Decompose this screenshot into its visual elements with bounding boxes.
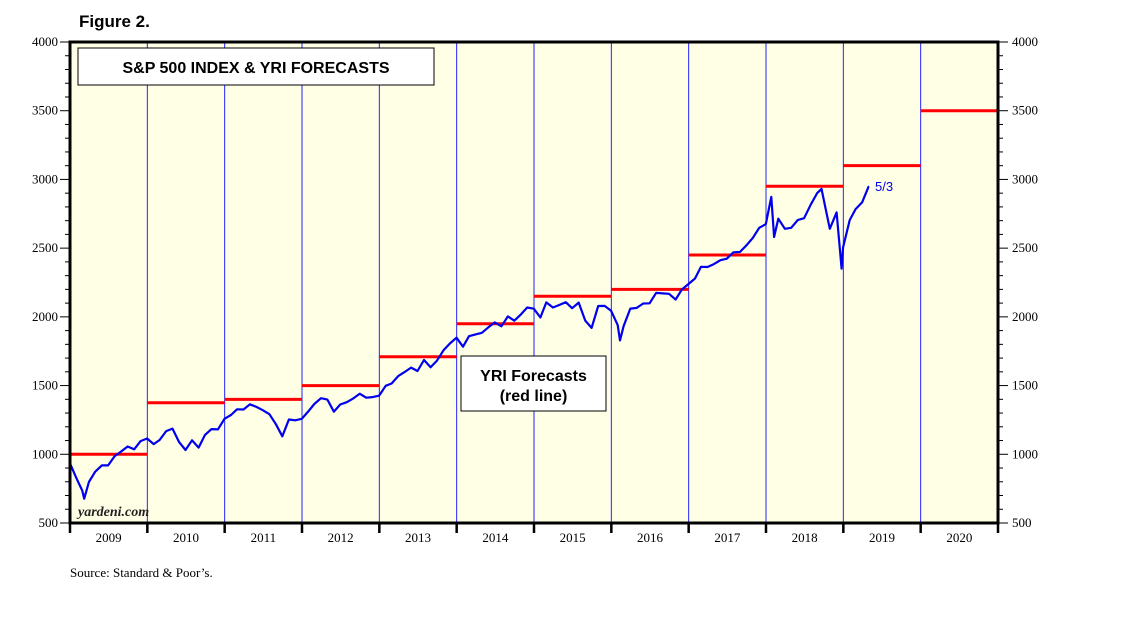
end-date-label: 5/3: [875, 179, 893, 194]
x-tick-label: 2016: [637, 530, 664, 545]
left-y-tick-label: 3500: [32, 103, 58, 118]
figure-label: Figure 2.: [79, 12, 150, 31]
left-y-tick-label: 4000: [32, 34, 58, 49]
right-y-tick-label: 3000: [1012, 171, 1038, 186]
left-y-tick-label: 1000: [32, 446, 58, 461]
left-y-tick-label: 500: [39, 515, 59, 530]
right-y-tick-label: 4000: [1012, 34, 1038, 49]
x-tick-label: 2009: [96, 530, 122, 545]
x-tick-label: 2010: [173, 530, 199, 545]
right-y-tick-label: 500: [1012, 515, 1032, 530]
right-y-tick-label: 2500: [1012, 240, 1038, 255]
forecast-legend-box: YRI Forecasts (red line): [460, 355, 607, 412]
x-tick-label: 2011: [251, 530, 277, 545]
left-y-tick-label: 2000: [32, 309, 58, 324]
right-y-tick-label: 3500: [1012, 103, 1038, 118]
x-tick-label: 2014: [482, 530, 509, 545]
x-tick-label: 2018: [792, 530, 818, 545]
right-y-tick-label: 1500: [1012, 378, 1038, 393]
left-y-tick-label: 2500: [32, 240, 58, 255]
left-y-tick-label: 3000: [32, 171, 58, 186]
sp500-index-line: [69, 185, 870, 500]
legend-line-1: YRI Forecasts: [480, 368, 587, 385]
right-y-tick-label: 2000: [1012, 309, 1038, 324]
legend-line-2: (red line): [500, 388, 568, 405]
x-tick-label: 2017: [714, 530, 741, 545]
source-note: Source: Standard & Poor’s.: [70, 565, 213, 580]
x-tick-label: 2013: [405, 530, 431, 545]
x-tick-label: 2012: [328, 530, 354, 545]
x-tick-label: 2015: [560, 530, 586, 545]
chart-title: S&P 500 INDEX & YRI FORECASTS: [122, 60, 389, 77]
left-y-tick-label: 1500: [32, 378, 58, 393]
x-tick-label: 2019: [869, 530, 895, 545]
title-box: S&P 500 INDEX & YRI FORECASTS: [77, 47, 435, 86]
right-y-tick-label: 1000: [1012, 446, 1038, 461]
watermark: yardeni.com: [76, 505, 149, 520]
x-tick-label: 2020: [946, 530, 972, 545]
